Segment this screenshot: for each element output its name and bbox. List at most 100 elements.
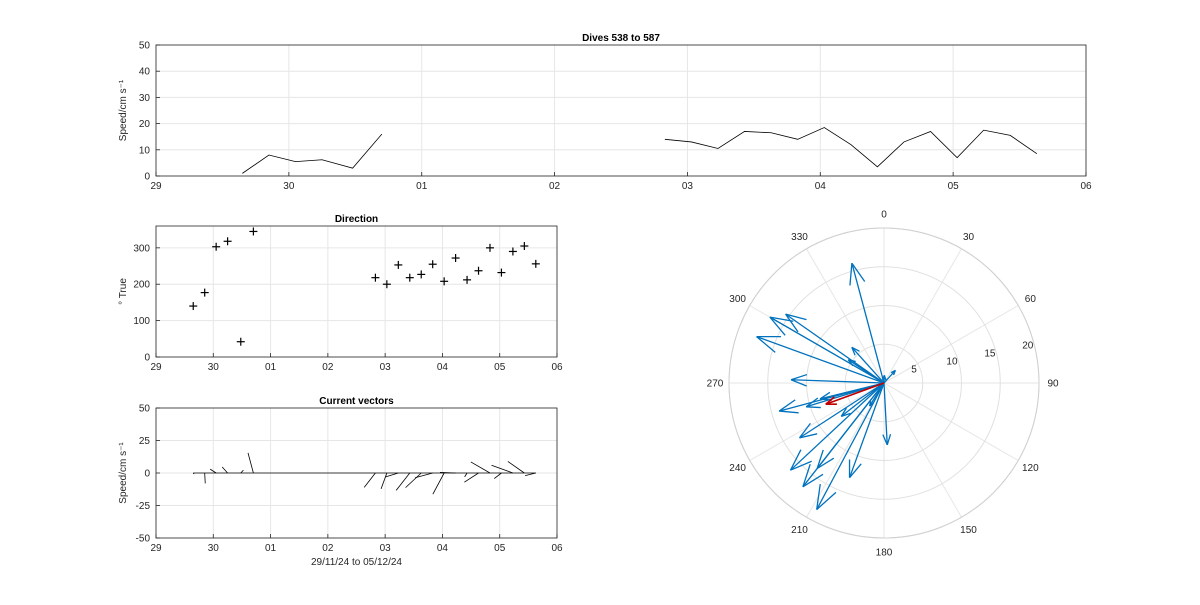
polar-vector-arrow-head-right bbox=[790, 460, 812, 471]
polar-ring bbox=[767, 266, 1001, 500]
x-tick-label: 05 bbox=[948, 181, 960, 192]
polar-angle-label: 60 bbox=[1025, 294, 1037, 305]
y-tick-label: 0 bbox=[144, 172, 150, 183]
polar-angle-label: 330 bbox=[791, 232, 808, 243]
current-vector-stick bbox=[494, 472, 502, 479]
current-vector-stick bbox=[192, 472, 195, 475]
y-axis-label: Speed/cm s⁻¹ bbox=[118, 79, 129, 141]
y-axis-label: Speed/cm s⁻¹ bbox=[118, 442, 129, 504]
x-tick-label: 04 bbox=[437, 362, 449, 373]
polar-vector-arrow-head-left bbox=[816, 449, 824, 469]
polar-angle-label: 210 bbox=[791, 525, 808, 536]
polar-angle-label: 270 bbox=[707, 379, 724, 390]
x-tick-label: 02 bbox=[549, 181, 561, 192]
polar-vector-arrow bbox=[882, 382, 892, 446]
polar-vector-arrow bbox=[798, 382, 885, 439]
x-tick-label: 04 bbox=[815, 181, 827, 192]
polar-radius-label: 15 bbox=[984, 348, 996, 359]
polar-vector-arrow-shaft bbox=[790, 382, 885, 471]
x-tick-label: 04 bbox=[437, 543, 449, 554]
polar-vector-arrow bbox=[868, 382, 885, 407]
polar-vector-arrow-head-left bbox=[785, 313, 807, 321]
direction-point bbox=[189, 302, 198, 311]
y-tick-label: 0 bbox=[144, 469, 150, 480]
direction-point bbox=[520, 242, 529, 251]
polar-vector-arrow-head-right bbox=[769, 316, 786, 336]
polar-vector-arrow-head-right bbox=[851, 347, 856, 356]
current-vector-stick bbox=[491, 464, 514, 474]
direction-point bbox=[497, 268, 506, 277]
polar-vector-arrow-shaft bbox=[785, 313, 885, 384]
direction-point bbox=[531, 259, 540, 268]
polar-vector-arrow-shaft bbox=[840, 382, 885, 417]
polar-radius-label: 10 bbox=[946, 357, 958, 368]
current-vector-stick bbox=[464, 472, 468, 478]
y-tick-label: 200 bbox=[133, 280, 150, 291]
polar-compass-chart: 0 30 60 90 120 150 180 210 240 270 300 330 5 10 15 20 bbox=[707, 210, 1059, 559]
polar-vector-arrow bbox=[849, 262, 885, 384]
speed-line-series bbox=[664, 127, 1038, 168]
chart-title: Current vectors bbox=[319, 396, 394, 407]
polar-vector-arrow-head-right bbox=[756, 336, 776, 353]
direction-point bbox=[417, 270, 426, 279]
polar-vector-arrow-head-right bbox=[849, 463, 862, 479]
polar-vector-arrow-head-right bbox=[799, 433, 818, 439]
polar-vector-arrow-head-right bbox=[790, 379, 807, 387]
direction-point bbox=[371, 273, 380, 282]
y-axis-label: ° True bbox=[118, 278, 129, 305]
polar-vector-arrow-head-right bbox=[869, 402, 874, 407]
polar-vector-arrow bbox=[785, 313, 885, 384]
polar-vector-arrow-head-left bbox=[840, 407, 847, 417]
polar-radius-label: 20 bbox=[1022, 340, 1034, 351]
polar-vector-arrow-shaft bbox=[883, 369, 896, 384]
x-tick-label: 01 bbox=[265, 543, 277, 554]
current-vector-stick bbox=[204, 472, 206, 484]
current-vector-stick bbox=[405, 472, 422, 488]
current-vector-stick bbox=[247, 452, 254, 474]
x-tick-label: 02 bbox=[322, 362, 334, 373]
polar-mean-vector-arrow-shaft bbox=[825, 382, 885, 405]
polar-vector-arrow-head-left bbox=[778, 399, 796, 412]
y-tick-label: -25 bbox=[136, 501, 151, 512]
x-tick-label: 06 bbox=[1080, 181, 1092, 192]
polar-vector-arrow-head-right bbox=[849, 263, 853, 286]
polar-vector-arrow-shaft bbox=[851, 263, 885, 384]
x-tick-label: 01 bbox=[416, 181, 428, 192]
polar-mean-vector-arrow bbox=[825, 382, 885, 406]
direction-point bbox=[236, 337, 245, 346]
current-vector-stick bbox=[432, 472, 445, 495]
direction-point bbox=[212, 242, 221, 251]
direction-point bbox=[474, 266, 483, 275]
x-tick-label: 01 bbox=[265, 362, 277, 373]
direction-point bbox=[249, 227, 258, 236]
y-tick-label: 30 bbox=[139, 93, 151, 104]
polar-ring bbox=[844, 343, 924, 423]
speed-time-series-chart: 29 30 01 02 03 04 05 06 0 10 20 30 40 50 Dives 538 to … bbox=[118, 33, 1092, 192]
polar-vector-arrow-shaft bbox=[799, 382, 885, 439]
x-tick-label: 03 bbox=[380, 362, 392, 373]
direction-point bbox=[451, 254, 460, 263]
current-vector-stick bbox=[240, 469, 244, 474]
current-vector-stick bbox=[439, 472, 456, 474]
chart-title: Direction bbox=[335, 214, 378, 225]
polar-vector-arrow bbox=[790, 373, 885, 387]
current-vector-stick bbox=[415, 472, 433, 479]
polar-vector-arrow-shaft bbox=[791, 379, 885, 384]
y-tick-label: 100 bbox=[133, 316, 150, 327]
polar-angle-label: 240 bbox=[729, 463, 746, 474]
polar-vector-arrow-head-left bbox=[882, 434, 888, 446]
polar-vector-arrow-shaft bbox=[756, 336, 885, 384]
current-vector-stick bbox=[221, 466, 228, 474]
direction-point bbox=[463, 275, 472, 284]
current-vector-stick bbox=[395, 472, 411, 491]
polar-vector-arrow-head-left bbox=[816, 483, 821, 510]
polar-vector-arrow-head-left bbox=[790, 373, 808, 381]
x-axis-label: 29/11/24 to 05/12/24 bbox=[311, 557, 402, 568]
polar-vector-arrow-head-right bbox=[806, 406, 821, 409]
current-vector-stick bbox=[464, 472, 479, 483]
polar-vector-arrow-shaft bbox=[851, 346, 885, 384]
direction-point bbox=[485, 243, 494, 252]
y-tick-label: 20 bbox=[139, 119, 151, 130]
polar-mean-vector-arrow-head-left bbox=[825, 396, 835, 405]
direction-point bbox=[508, 247, 517, 256]
